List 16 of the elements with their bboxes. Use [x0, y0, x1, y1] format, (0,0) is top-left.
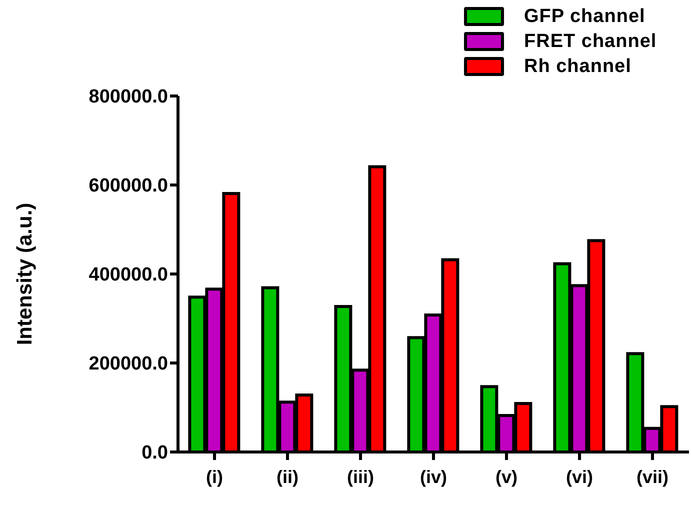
y-axis-title: Intensity (a.u.) — [13, 202, 36, 346]
x-tick-label: (vii) — [636, 466, 669, 487]
y-tick-label: 0.0 — [142, 442, 168, 464]
x-tick-label: (i) — [206, 466, 223, 487]
x-tick-label: (v) — [496, 466, 518, 487]
legend-label: Rh channel — [524, 56, 632, 78]
y-tick-label: 400000.0 — [88, 264, 168, 286]
x-tick-label: (vi) — [566, 466, 594, 487]
y-tick-label: 200000.0 — [88, 354, 168, 375]
y-tick-label: 800000.0 — [88, 86, 168, 108]
x-tick-label: (ii) — [276, 466, 298, 487]
legend-label: FRET channel — [524, 30, 657, 52]
y-tick-label: 600000.0 — [88, 176, 168, 197]
x-tick-label: (iii) — [347, 466, 374, 487]
legend-label: GFP channel — [524, 6, 646, 28]
x-tick-label: (iv) — [420, 466, 448, 487]
